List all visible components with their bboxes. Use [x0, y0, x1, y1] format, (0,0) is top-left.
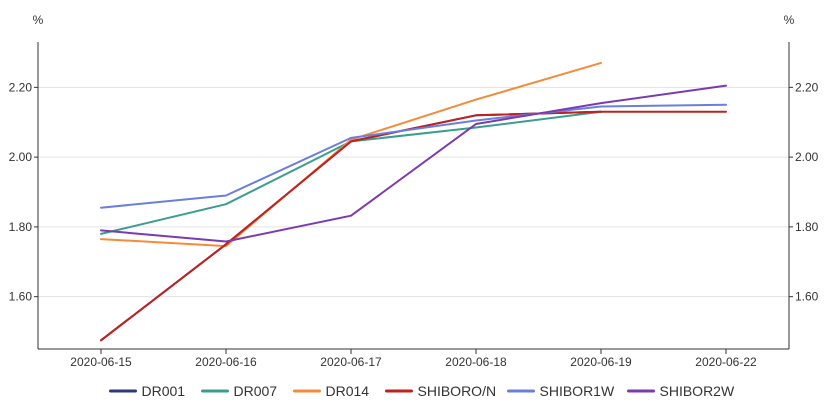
x-tick-label: 2020-06-16	[195, 355, 257, 369]
series-line-shiboro-n	[100, 110, 727, 342]
legend-label: SHIBOR1W	[540, 383, 615, 399]
y-tick-label-left: 1.60	[9, 290, 33, 304]
legend-label: DR007	[234, 383, 278, 399]
y-tick-label-left: 2.20	[9, 80, 33, 94]
legend-item-dr014[interactable]: DR014	[293, 383, 370, 399]
y-tick-label-right: 2.20	[795, 80, 819, 94]
series-line-dr014	[100, 61, 602, 248]
legend-label: DR001	[142, 383, 186, 399]
x-tick-label: 2020-06-17	[320, 355, 382, 369]
y-axis-unit-right: %	[784, 13, 795, 27]
legend-item-shibor2w[interactable]: SHIBOR2W	[627, 383, 735, 399]
x-tick-label: 2020-06-15	[70, 355, 132, 369]
legend-item-shibor1w[interactable]: SHIBOR1W	[507, 383, 615, 399]
legend[interactable]: DR001 DR007 DR014 SHIBORO/N SHIBOR1W SHIBOR2W	[109, 383, 735, 399]
y-tick-label-right: 1.80	[795, 220, 819, 234]
y-tick-label-left: 2.00	[9, 150, 33, 164]
legend-item-shiboro-n[interactable]: SHIBORO/N	[385, 383, 497, 399]
y-tick-label-right: 1.60	[795, 290, 819, 304]
grid-layer	[38, 86, 789, 298]
legend-label: SHIBOR2W	[660, 383, 735, 399]
series-layer	[100, 61, 727, 342]
legend-item-dr001[interactable]: DR001	[109, 383, 186, 399]
x-tick-label: 2020-06-18	[445, 355, 507, 369]
legend-item-dr007[interactable]: DR007	[201, 383, 278, 399]
x-tick-label: 2020-06-22	[695, 355, 757, 369]
legend-label: DR014	[326, 383, 370, 399]
series-line-shibor1w	[100, 103, 727, 209]
y-tick-label-left: 1.80	[9, 220, 33, 234]
legend-label: SHIBORO/N	[418, 383, 497, 399]
axis-layer: % % 1.60 1.60 1.80 1.80 2.00 2.00 2.20 2.20 2020…	[9, 13, 819, 369]
x-tick-label: 2020-06-19	[570, 355, 632, 369]
series-line-shibor2w	[100, 84, 727, 243]
y-tick-label-right: 2.00	[795, 150, 819, 164]
y-axis-unit-left: %	[33, 13, 44, 27]
series-line-dr001	[100, 110, 602, 342]
